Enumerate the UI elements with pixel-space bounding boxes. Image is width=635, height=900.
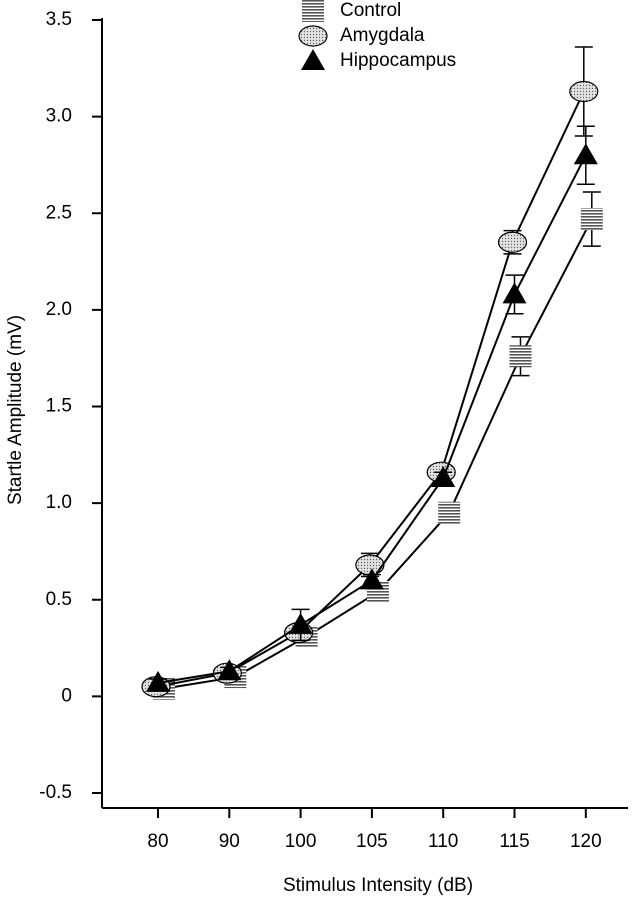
marker xyxy=(302,0,324,22)
y-tick-label: 0.5 xyxy=(46,589,72,610)
marker xyxy=(580,208,603,231)
x-tick-label: 90 xyxy=(219,831,240,852)
x-tick-label: 80 xyxy=(147,831,168,852)
y-tick-label: 1.5 xyxy=(46,396,72,417)
marker xyxy=(288,612,313,634)
y-tick-label: 1.0 xyxy=(46,492,72,513)
y-tick-label: 3.5 xyxy=(46,9,72,30)
x-axis-label: Stimulus Intensity (dB) xyxy=(283,875,473,896)
x-tick-label: 115 xyxy=(499,831,529,852)
marker xyxy=(497,231,528,253)
marker xyxy=(359,568,384,590)
y-tick-label: -0.5 xyxy=(39,782,72,803)
marker xyxy=(438,501,461,524)
y-axis-label: Startle Amplitude (mV) xyxy=(5,315,26,505)
series-line xyxy=(163,218,593,690)
y-tick-label: 2.5 xyxy=(46,202,72,223)
marker xyxy=(431,466,456,488)
legend-label: Control xyxy=(340,0,401,21)
marker xyxy=(217,659,242,681)
legend-label: Hippocampus xyxy=(340,50,456,71)
x-tick-label: 100 xyxy=(285,831,317,852)
marker xyxy=(146,670,170,692)
y-tick-label: 3.0 xyxy=(46,106,72,127)
marker xyxy=(509,345,532,368)
marker xyxy=(573,143,598,165)
legend-label: Amygdala xyxy=(340,25,425,46)
marker xyxy=(502,282,527,304)
x-tick-label: 105 xyxy=(356,831,388,852)
x-tick-label: 110 xyxy=(428,831,458,852)
x-tick-label: 120 xyxy=(570,831,602,852)
y-tick-label: 2.0 xyxy=(46,299,72,320)
marker xyxy=(301,49,325,70)
marker xyxy=(298,25,328,47)
marker xyxy=(569,80,599,103)
y-tick-label: 0 xyxy=(61,685,72,706)
